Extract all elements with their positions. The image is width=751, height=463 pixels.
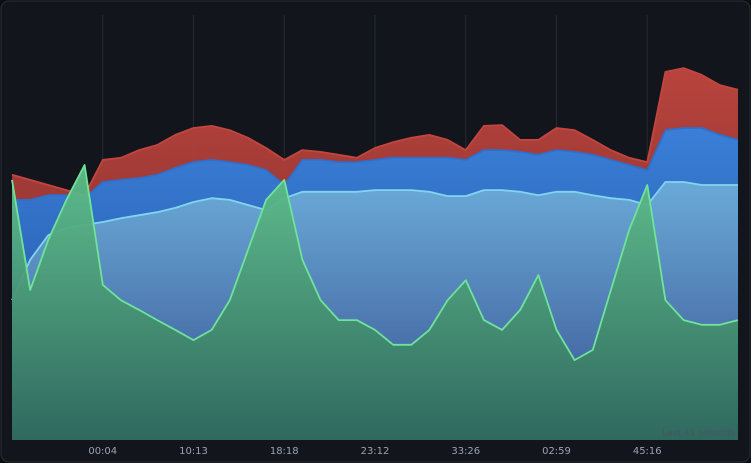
- x-tick-label: 45:16: [633, 446, 662, 457]
- area-line: [11, 164, 739, 361]
- x-tick-label: 00:04: [88, 446, 117, 457]
- x-tick-label: 10:13: [179, 446, 208, 457]
- x-tick-label: 02:59: [542, 446, 571, 457]
- annotation: Last 41 seconds: [662, 429, 735, 439]
- x-tick-label: 23:12: [361, 446, 390, 457]
- area-fill: [12, 165, 738, 440]
- x-tick-label: 18:18: [270, 446, 299, 457]
- area-line: [11, 181, 738, 301]
- area-line: [11, 67, 739, 197]
- area-line: [12, 127, 739, 201]
- x-tick-label: 33:26: [451, 446, 480, 457]
